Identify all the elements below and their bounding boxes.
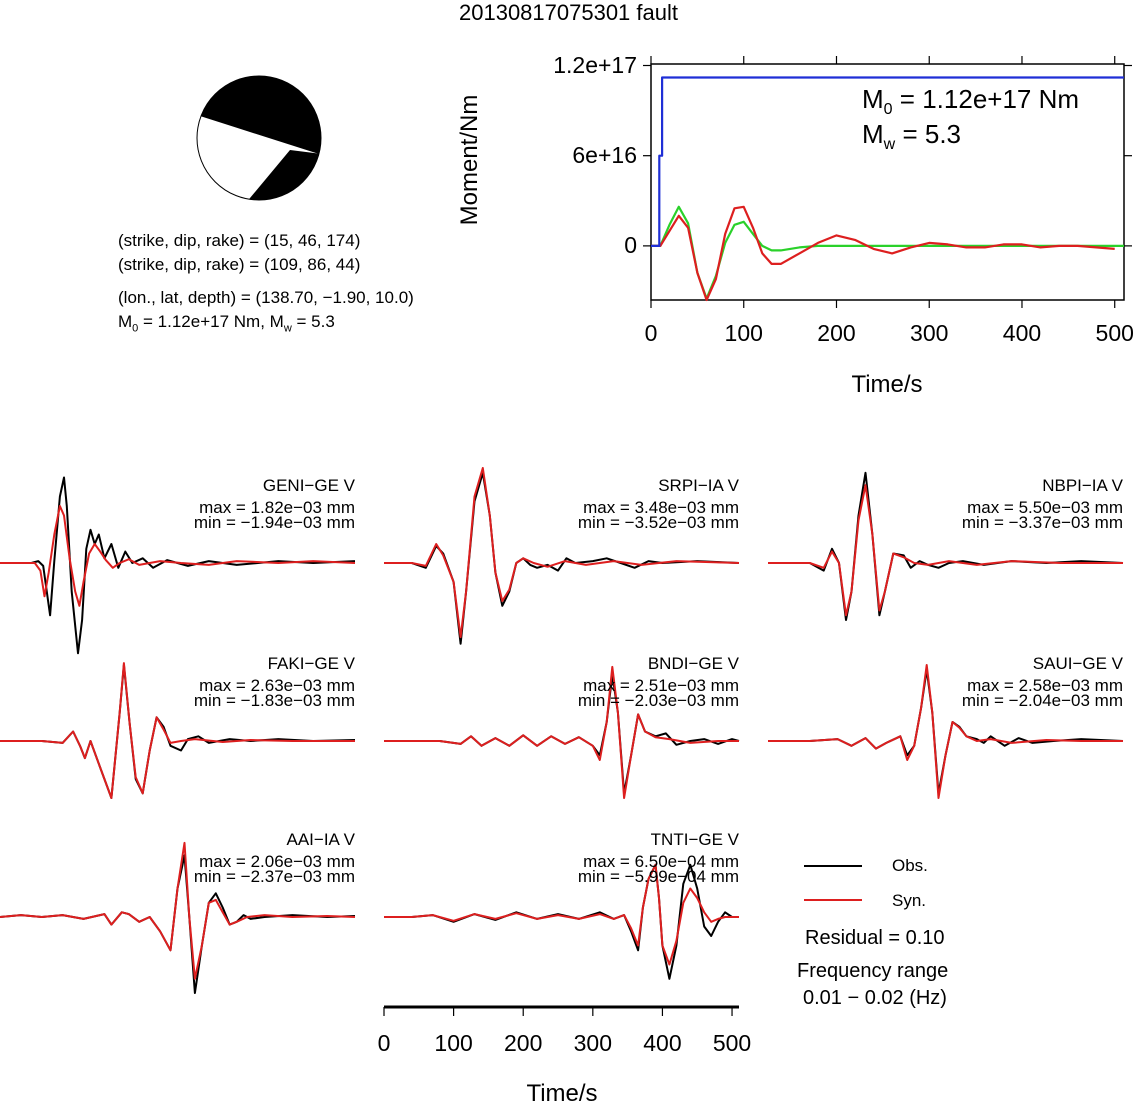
station-min: min = −3.37e−03 mm bbox=[961, 513, 1123, 532]
waveform-x-axis-label: Time/s bbox=[526, 1080, 598, 1107]
moment-xtick-label: 300 bbox=[910, 320, 949, 346]
station-max: max = 2.06e−03 mm bbox=[199, 852, 355, 871]
magnitude-mid: = 1.12e+17 Nm, M bbox=[138, 312, 284, 331]
moment-xtick-label: 200 bbox=[817, 320, 856, 346]
synthetic-trace bbox=[384, 863, 739, 966]
magnitude-sub-0: 0 bbox=[132, 322, 139, 335]
frequency-value: 0.01 − 0.02 (Hz) bbox=[803, 987, 947, 1009]
nodal-plane-2: (strike, dip, rake) = (109, 86, 44) bbox=[118, 255, 361, 274]
m0-annotation: M0 = 1.12e+17 Nm bbox=[862, 84, 1080, 119]
moment-xtick-label: 0 bbox=[644, 320, 658, 346]
synthetic-trace bbox=[768, 484, 1123, 617]
waveform-xtick-label: 200 bbox=[504, 1030, 543, 1056]
moment-series-line-1 bbox=[651, 205, 1124, 300]
station-max: max = 3.48e−03 mm bbox=[583, 498, 739, 517]
legend-syn-label: Syn. bbox=[892, 891, 927, 910]
mw-annotation: Mw = 5.3 bbox=[862, 119, 962, 154]
station-min: min = −2.37e−03 mm bbox=[193, 867, 355, 886]
moment-axes bbox=[643, 56, 1132, 308]
waveform-xtick-label: 400 bbox=[643, 1030, 682, 1056]
waveform-panel bbox=[768, 664, 1124, 799]
magnitude-line: M0 = 1.12e+17 Nm, Mw = 5.3 bbox=[118, 312, 335, 335]
station-max: max = 6.50e−04 mm bbox=[583, 852, 739, 871]
station-max: max = 2.58e−03 mm bbox=[967, 676, 1123, 695]
waveform-panel bbox=[384, 863, 739, 980]
moment-ytick-label: 6e+16 bbox=[572, 141, 637, 168]
synthetic-trace bbox=[0, 841, 356, 980]
station-max: max = 2.63e−03 mm bbox=[199, 676, 355, 695]
synthetic-trace bbox=[768, 664, 1123, 799]
waveform-panel bbox=[0, 841, 356, 994]
station-min: min = −1.94e−03 mm bbox=[193, 513, 355, 532]
waveform-panel bbox=[384, 665, 740, 799]
waveform-panels bbox=[0, 467, 1124, 994]
page-title: 20130817075301 fault bbox=[459, 0, 678, 25]
synthetic-trace bbox=[0, 505, 356, 607]
beachball-icon bbox=[196, 75, 322, 201]
synthetic-trace bbox=[384, 467, 740, 639]
moment-xtick-label: 400 bbox=[1002, 320, 1042, 346]
station-name: SAUI−GE V bbox=[1032, 654, 1123, 673]
waveform-panel bbox=[0, 476, 356, 655]
moment-xtick-label: 100 bbox=[724, 320, 763, 346]
magnitude-sub-w: w bbox=[283, 322, 292, 335]
moment-series-line-2 bbox=[651, 205, 1115, 302]
moment-series-group bbox=[651, 76, 1124, 302]
waveform-xtick-label: 0 bbox=[377, 1030, 391, 1056]
station-max: max = 2.51e−03 mm bbox=[583, 676, 739, 695]
waveform-x-axis bbox=[383, 1005, 739, 1016]
station-min: min = −5.99e−04 mm bbox=[577, 867, 739, 886]
location-line: (lon., lat, depth) = (138.70, −1.90, 10.… bbox=[118, 288, 414, 307]
waveform-panel bbox=[384, 467, 740, 645]
nodal-plane-1: (strike, dip, rake) = (15, 46, 174) bbox=[118, 231, 361, 250]
waveform-panel bbox=[768, 471, 1124, 621]
waveform-panel bbox=[0, 662, 356, 799]
moment-series-line-0 bbox=[651, 76, 1124, 247]
station-name: AAI−IA V bbox=[286, 830, 355, 849]
residual-text: Residual = 0.10 bbox=[805, 927, 945, 949]
moment-xtick-label: 500 bbox=[1095, 320, 1134, 346]
station-min: min = −2.04e−03 mm bbox=[961, 691, 1123, 710]
station-name: TNTI−GE V bbox=[650, 830, 739, 849]
legend-obs-label: Obs. bbox=[892, 856, 928, 875]
moment-y-axis-label: Moment/Nm bbox=[456, 94, 483, 226]
station-name: BNDI−GE V bbox=[647, 654, 739, 673]
station-name: NBPI−IA V bbox=[1042, 476, 1123, 495]
synthetic-trace bbox=[384, 665, 739, 799]
station-name: FAKI−GE V bbox=[267, 654, 355, 673]
station-max: max = 1.82e−03 mm bbox=[199, 498, 355, 517]
waveform-xtick-label: 300 bbox=[573, 1030, 612, 1056]
moment-ytick-label: 0 bbox=[624, 231, 637, 258]
station-name: GENI−GE V bbox=[262, 476, 355, 495]
frequency-title: Frequency range bbox=[797, 960, 949, 982]
station-min: min = −2.03e−03 mm bbox=[577, 691, 739, 710]
synthetic-trace bbox=[0, 662, 355, 799]
moment-plot-frame bbox=[650, 63, 1125, 301]
moment-ytick-label: 1.2e+17 bbox=[553, 51, 637, 78]
waveform-xtick-label: 500 bbox=[712, 1030, 752, 1056]
station-min: min = −1.83e−03 mm bbox=[193, 691, 355, 710]
magnitude-end: = 5.3 bbox=[291, 312, 335, 331]
observed-trace bbox=[0, 476, 356, 655]
moment-x-axis-label: Time/s bbox=[851, 371, 923, 398]
station-min: min = −3.52e−03 mm bbox=[577, 513, 739, 532]
station-name: SRPI−IA V bbox=[658, 476, 739, 495]
station-max: max = 5.50e−03 mm bbox=[967, 498, 1123, 517]
waveform-xtick-label: 100 bbox=[434, 1030, 473, 1056]
